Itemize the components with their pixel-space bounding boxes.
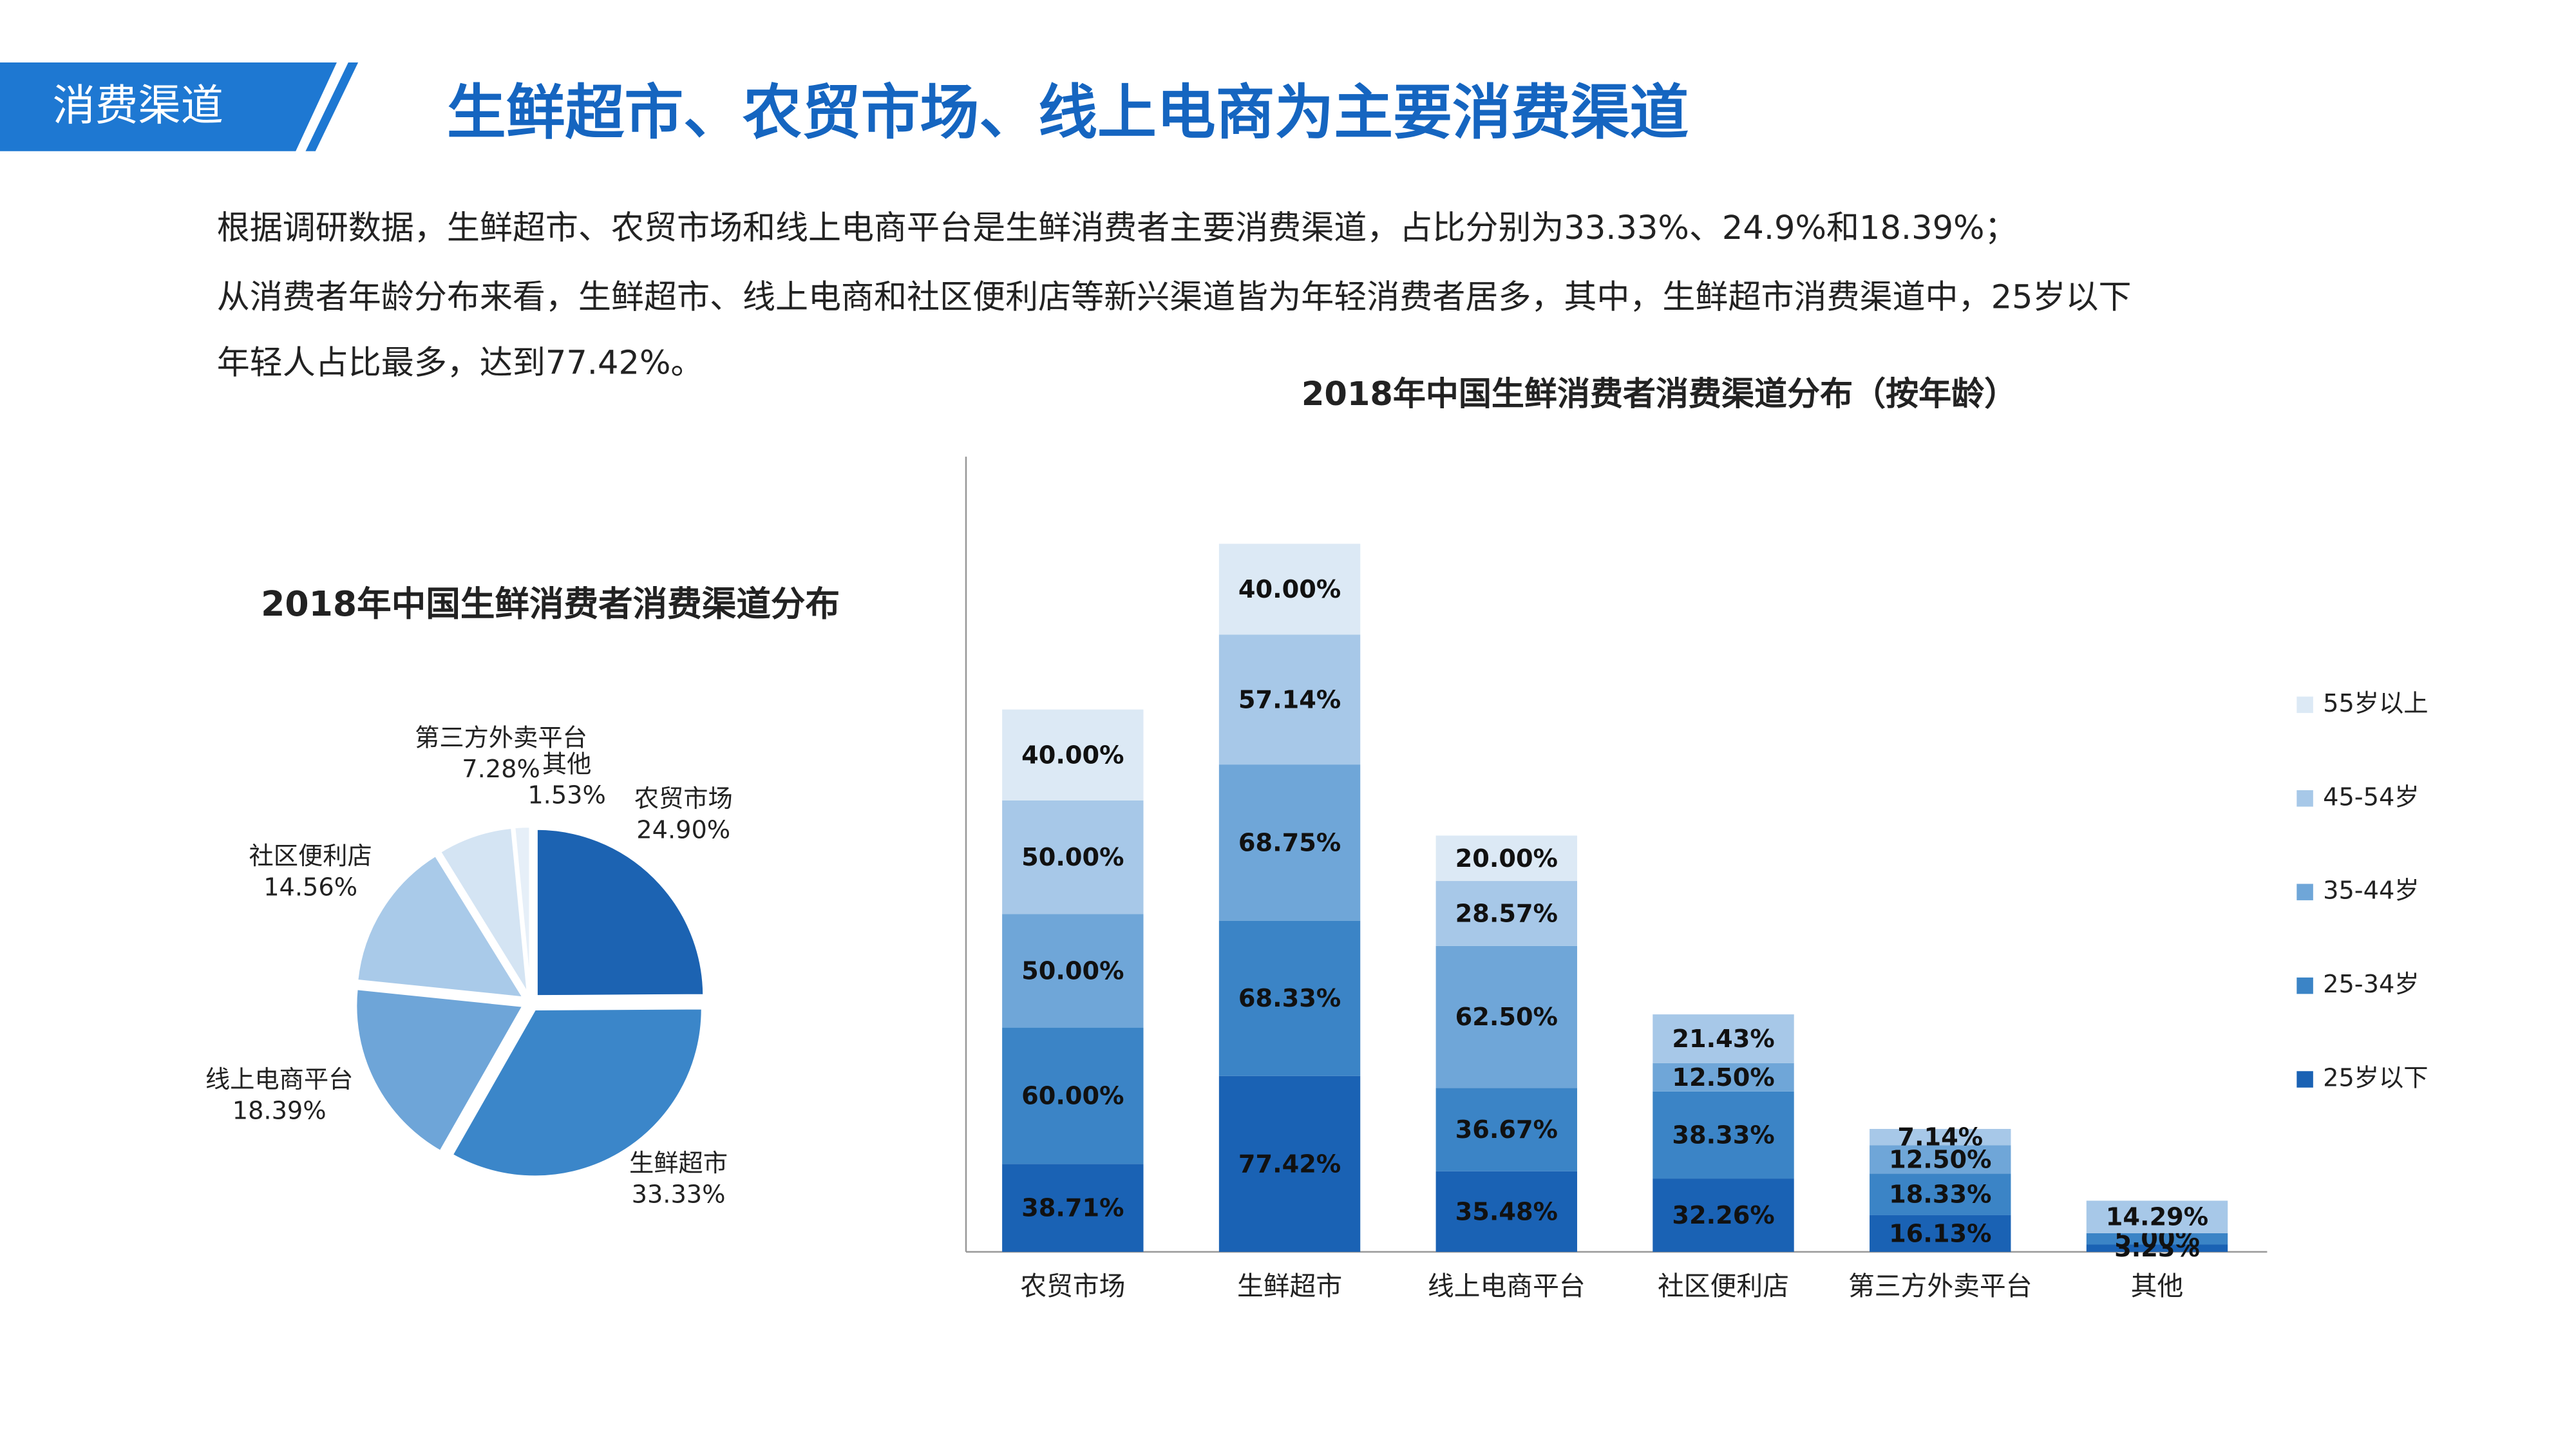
pie-slice [450,1007,704,1179]
slice-name: 其他 [542,750,592,779]
slice-name: 农贸市场 [634,784,733,813]
bar-segment [1870,1215,2011,1252]
legend-label: 55岁以上 [2323,689,2428,718]
bar-label: 14.29% [2106,1203,2208,1232]
pie-slice [354,987,526,1153]
bar-segment [1870,1129,2011,1146]
pie-title: 2018年中国生鲜消费者消费渠道分布 [261,583,840,624]
bar-segment [1002,914,1144,1028]
bar-label: 18.33% [1889,1180,1991,1209]
bar-label: 50.00% [1021,843,1124,872]
legend-swatch [2297,884,2313,900]
bar-label: 32.26% [1672,1201,1774,1230]
bar-title: 2018年中国生鲜消费者消费渠道分布（按年龄） [1302,375,2017,413]
bar-segment [1002,709,1144,800]
x-tick-label: 线上电商平台 [1428,1271,1586,1302]
slice-label: 1.53% [527,781,606,810]
paragraph-line: 年轻人占比最多，达到77.42%。 [217,344,704,382]
legend-label: 25-34岁 [2323,970,2419,999]
bar-segment [1002,800,1144,914]
bar-label: 7.14% [1897,1123,1983,1152]
bar-segment [1435,1171,1577,1252]
bar-segment [1870,1173,2011,1215]
bar-label: 57.14% [1238,685,1341,714]
bar-segment [1218,1075,1361,1252]
bar-label: 20.00% [1455,844,1558,873]
bar-segment [1002,1027,1144,1164]
bar-segment [1218,764,1361,921]
legend-swatch [2297,696,2313,714]
bar-label: 40.00% [1021,741,1124,770]
legend-label: 25岁以下 [2323,1064,2428,1093]
pie-slice [513,825,532,994]
bar-segment [1435,945,1577,1088]
tag: 消费渠道 [53,80,223,130]
bar-label: 12.50% [1889,1145,1991,1174]
slice-label: 24.90% [636,815,730,844]
legend-swatch [2297,790,2313,807]
bar-label: 60.00% [1021,1082,1124,1111]
bar-segment [1435,835,1577,882]
bar-label: 40.00% [1238,575,1341,604]
bar-segment [1653,1063,1794,1092]
bar-segment [2086,1233,2228,1245]
bar-segment [2086,1244,2228,1252]
x-tick-label: 社区便利店 [1658,1271,1789,1302]
bar-label: 68.33% [1238,984,1341,1013]
x-tick-label: 其他 [2131,1271,2184,1302]
x-tick-label: 农贸市场 [1020,1271,1125,1302]
bar-segment [1653,1179,1794,1252]
x-tick-label: 第三方外卖平台 [1848,1271,2032,1302]
slice-name: 线上电商平台 [205,1065,354,1094]
pie-slice [438,826,529,996]
paragraph-line: 根据调研数据，生鲜超市、农贸市场和线上电商平台是生鲜消费者主要消费渠道，占比分别… [217,209,2018,247]
legend-label: 45-54岁 [2323,782,2419,811]
bar-segment [1435,881,1577,946]
slice-label: 18.39% [232,1097,327,1126]
bar-label: 35.48% [1455,1197,1558,1226]
pie-slice [355,853,526,999]
bar-segment [1002,1164,1144,1252]
bar-segment [1870,1145,2011,1174]
tag-stripe [305,62,359,151]
bar-label: 16.13% [1889,1219,1991,1248]
bar-label: 21.43% [1672,1025,1774,1054]
bar-segment [1653,1014,1794,1063]
legend-swatch [2297,977,2313,994]
x-tick-label: 生鲜超市 [1237,1271,1342,1302]
bar-label: 77.42% [1238,1150,1341,1179]
bar-segment [1218,544,1361,635]
bar-label: 62.50% [1455,1003,1558,1032]
tag-bg [0,62,337,151]
bar-segment [2086,1200,2228,1233]
slice-name: 社区便利店 [249,842,372,871]
title: 生鲜超市、农贸市场、线上电商为主要消费渠道 [447,79,1689,147]
slice-name: 第三方外卖平台 [415,723,587,752]
bar-segment [1218,920,1361,1076]
bar-label: 50.00% [1021,956,1124,985]
bar-label: 38.33% [1672,1121,1774,1150]
bar-label: 12.50% [1672,1063,1774,1092]
paragraph-line: 从消费者年龄分布来看，生鲜超市、线上电商和社区便利店等新兴渠道皆为年轻消费者居多… [217,278,2132,316]
slice-label: 7.28% [462,755,540,784]
slice-label: 33.33% [632,1180,726,1209]
bar-segment [1653,1091,1794,1179]
legend-label: 35-44岁 [2323,876,2419,905]
bar-segment [1218,634,1361,765]
bar-label: 28.57% [1455,899,1558,928]
bar-label: 68.75% [1238,828,1341,857]
slice-name: 生鲜超市 [629,1149,728,1178]
slice-label: 14.56% [263,873,357,902]
legend-swatch [2297,1071,2313,1088]
bar-label: 36.67% [1455,1115,1558,1144]
bar-label: 38.71% [1021,1194,1124,1223]
pie-slice [535,827,706,998]
bar-segment [1435,1088,1577,1171]
